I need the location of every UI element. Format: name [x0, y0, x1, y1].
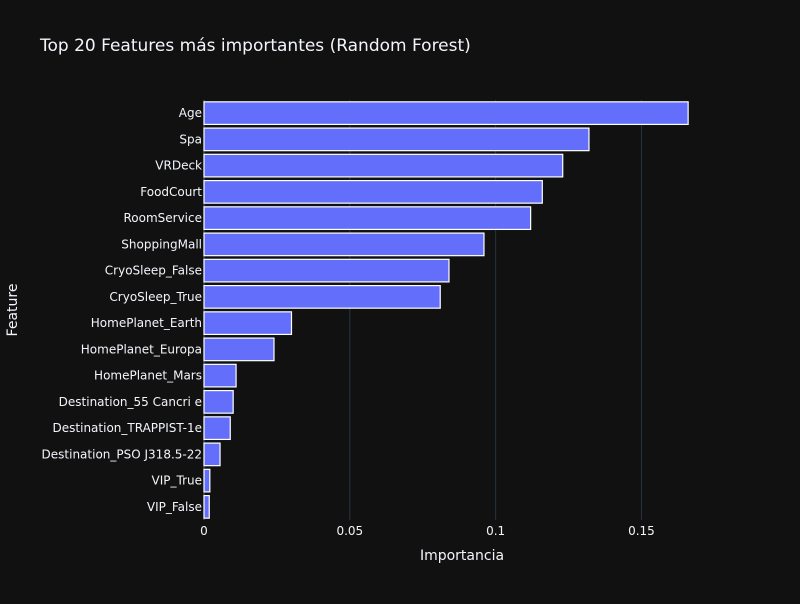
bars — [203, 101, 689, 519]
y-tick-label-12: Destination_TRAPPIST-1e — [53, 421, 202, 435]
y-tick-label-15: VIP_False — [147, 500, 202, 514]
bar-10[interactable] — [203, 363, 237, 388]
bar-1[interactable] — [203, 127, 590, 152]
bar-2[interactable] — [203, 153, 564, 178]
x-tick-label-1: 0.05 — [336, 524, 363, 538]
y-tick-label-2: VRDeck — [155, 159, 202, 173]
y-tick-label-4: RoomService — [123, 211, 202, 225]
bar-8[interactable] — [203, 311, 293, 336]
bar-3[interactable] — [203, 179, 543, 204]
y-tick-label-11: Destination_55 Cancri e — [59, 395, 202, 409]
bar-7[interactable] — [203, 284, 441, 309]
y-tick-label-6: CryoSleep_False — [105, 264, 202, 278]
bar-6[interactable] — [203, 258, 450, 283]
y-tick-label-14: VIP_True — [152, 474, 202, 488]
x-tick-label-2: 0.1 — [486, 524, 505, 538]
x-axis-title: Importancia — [420, 548, 504, 564]
bar-13[interactable] — [203, 442, 221, 467]
x-tick-labels: 0 0.05 0.1 0.15 — [200, 524, 655, 538]
y-tick-label-7: CryoSleep_True — [109, 290, 202, 304]
y-tick-label-0: Age — [179, 106, 202, 120]
y-tick-label-5: ShoppingMall — [121, 237, 202, 251]
y-tick-label-1: Spa — [179, 132, 202, 146]
y-tick-label-10: HomePlanet_Mars — [94, 369, 202, 383]
y-axis-title: Feature — [5, 284, 21, 337]
x-tick-label-0: 0 — [200, 524, 208, 538]
bar-5[interactable] — [203, 232, 485, 257]
y-tick-labels: Age Spa VRDeck FoodCourt RoomService Shopping… — [42, 106, 203, 514]
bar-11[interactable] — [203, 389, 234, 414]
bar-4[interactable] — [203, 206, 532, 231]
y-tick-label-3: FoodCourt — [140, 185, 202, 199]
bar-12[interactable] — [203, 416, 231, 441]
y-tick-label-8: HomePlanet_Earth — [91, 316, 202, 330]
bar-14[interactable] — [203, 468, 211, 493]
y-tick-label-9: HomePlanet_Europa — [81, 342, 202, 356]
bar-9[interactable] — [203, 337, 275, 362]
bar-15[interactable] — [203, 494, 210, 519]
y-tick-label-13: Destination_PSO J318.5-22 — [42, 447, 202, 461]
chart-title: Top 20 Features más importantes (Random … — [39, 36, 471, 56]
bar-0[interactable] — [203, 101, 689, 126]
x-tick-label-3: 0.15 — [628, 524, 655, 538]
